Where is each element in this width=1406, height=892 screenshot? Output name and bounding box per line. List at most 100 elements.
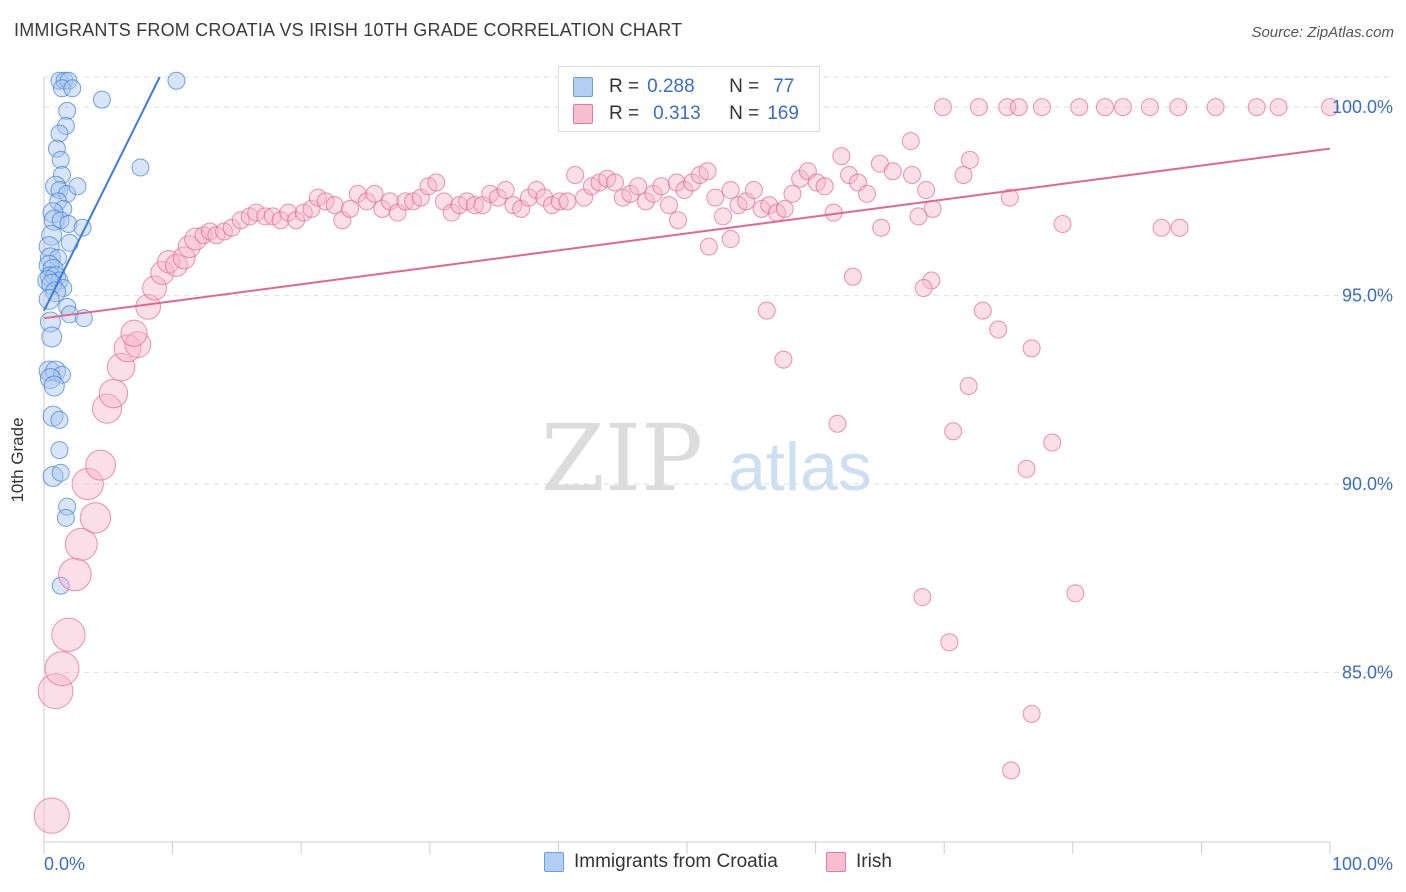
irish-point — [427, 173, 446, 192]
axes — [43, 77, 1331, 854]
irish-point — [667, 173, 686, 192]
croatia-point — [55, 71, 74, 90]
irish-point — [519, 188, 538, 207]
irish-point — [1043, 433, 1062, 452]
irish-point — [1032, 98, 1051, 117]
n-label: N = — [729, 76, 760, 97]
irish-point — [33, 797, 70, 834]
irish-point — [1022, 339, 1041, 358]
croatia-point — [41, 326, 63, 348]
irish-point — [668, 211, 687, 230]
irish-point — [973, 301, 992, 320]
irish-point — [271, 211, 290, 230]
correlation-stats-box: R = 0.288 N = 77 R = 0.313 N = 169 — [558, 66, 820, 132]
irish-point — [1113, 98, 1132, 117]
r-label: R = — [609, 76, 640, 97]
croatia-point — [51, 150, 70, 169]
croatia-swatch — [573, 77, 593, 97]
y-tick-label: 90.0% — [1342, 474, 1393, 494]
irish-point — [775, 199, 794, 218]
croatia-point — [53, 165, 72, 184]
irish-point — [883, 162, 902, 181]
n-value: 169 — [767, 103, 799, 124]
irish-point — [231, 211, 250, 230]
irish-point — [396, 192, 415, 211]
croatia-point — [56, 116, 75, 135]
irish-point — [64, 527, 98, 561]
croatia-point — [53, 365, 72, 384]
irish-point — [989, 320, 1008, 339]
irish-point — [1247, 98, 1266, 117]
irish-point — [85, 449, 117, 481]
irish-point — [783, 184, 802, 203]
irish-point — [150, 260, 175, 286]
irish-point — [1152, 218, 1171, 237]
irish-point — [442, 203, 461, 222]
croatia-point — [56, 508, 75, 527]
irish-point — [774, 350, 793, 369]
stat-row-irish: R = 0.313 N = 169 — [573, 101, 799, 127]
irish-point — [698, 162, 717, 181]
irish-point — [636, 192, 655, 211]
legend-irish-swatch — [826, 852, 846, 872]
irish-point — [142, 275, 168, 301]
legend-item-irish[interactable]: Irish — [826, 851, 892, 873]
irish-point — [558, 192, 577, 211]
croatia-point — [58, 184, 77, 203]
irish-point — [960, 150, 979, 169]
chart-title: IMMIGRANTS FROM CROATIA VS IRISH 10TH GR… — [14, 20, 683, 40]
watermark-zip: ZIP — [541, 405, 703, 512]
irish-point — [721, 230, 740, 249]
irish-point — [1170, 218, 1189, 237]
croatia-point — [68, 177, 87, 196]
irish-point — [37, 673, 74, 710]
irish-point — [903, 165, 922, 184]
croatia-point — [167, 71, 186, 90]
irish-point — [714, 207, 733, 226]
irish-point — [954, 165, 973, 184]
irish-point — [279, 203, 298, 222]
y-tick-labels: 85.0% 90.0% 95.0% 100.0% — [1332, 97, 1393, 682]
n-label: N = — [729, 103, 760, 124]
irish-point — [51, 617, 86, 652]
irish-point — [815, 177, 834, 196]
irish-point — [1053, 214, 1072, 233]
irish-point — [914, 279, 933, 298]
croatia-point — [49, 248, 68, 267]
legend-item-croatia[interactable]: Immigrants from Croatia — [544, 851, 778, 873]
irish-point — [872, 218, 891, 237]
y-tick-label: 100.0% — [1332, 97, 1393, 117]
croatia-point — [50, 441, 69, 460]
croatia-point — [38, 236, 60, 258]
croatia-point — [92, 90, 111, 109]
legend-irish-label: Irish — [856, 851, 892, 872]
irish-point — [909, 207, 928, 226]
irish-point — [629, 177, 648, 196]
irish-point — [840, 165, 859, 184]
irish-point — [1002, 761, 1021, 780]
irish-point — [247, 203, 266, 222]
irish-point — [744, 181, 763, 200]
irish-point — [706, 188, 725, 207]
irish-point — [913, 588, 932, 607]
croatia-point — [51, 463, 70, 482]
irish-point — [1022, 704, 1041, 723]
irish-trend-line — [43, 147, 1331, 320]
irish-point — [644, 184, 663, 203]
watermark-atlas: atlas — [728, 429, 872, 505]
croatia-point — [43, 375, 65, 397]
irish-point — [659, 196, 678, 215]
croatia-point — [38, 254, 60, 276]
irish-point — [1066, 584, 1085, 603]
irish-point — [621, 184, 640, 203]
irish-point — [373, 199, 392, 218]
irish-point — [222, 218, 241, 237]
irish-point — [44, 651, 80, 687]
irish-point — [124, 331, 152, 358]
irish-point — [959, 377, 978, 396]
irish-point — [683, 173, 702, 192]
irish-point — [98, 378, 129, 409]
irish-point — [79, 502, 112, 534]
croatia-point — [58, 101, 77, 120]
irish-point — [120, 319, 148, 347]
